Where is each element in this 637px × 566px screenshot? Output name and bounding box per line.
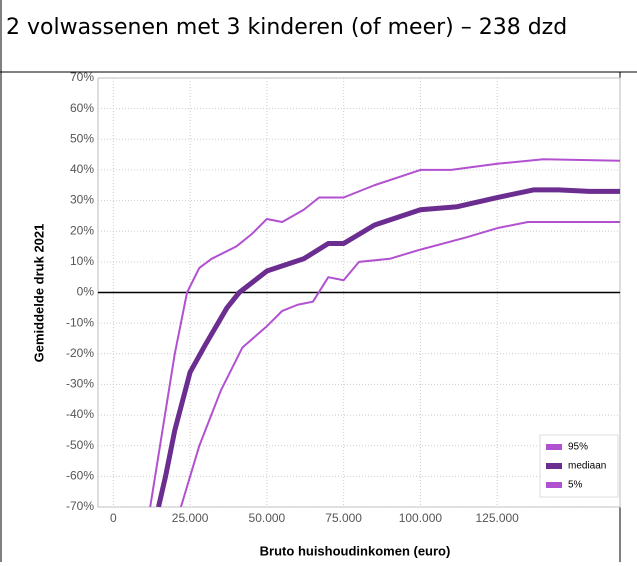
legend-label: 95%: [568, 442, 588, 453]
title-box: 2 volwassenen met 3 kinderen (of meer) –…: [6, 15, 568, 40]
x-axis-title: Bruto huishoudinkomen (euro): [260, 543, 451, 558]
y-tick-label: -70%: [66, 499, 94, 513]
x-tick-label: 25.000: [172, 511, 209, 525]
y-tick-label: 70%: [70, 70, 94, 84]
y-tick-label: -10%: [66, 315, 94, 329]
y-tick-label: 50%: [70, 131, 94, 145]
y-tick-label: 40%: [70, 162, 94, 176]
y-tick-label: -60%: [66, 469, 94, 483]
y-tick-label: -40%: [66, 407, 94, 421]
line: [156, 187, 620, 507]
x-tick-label: 75.000: [325, 511, 362, 525]
y-tick-label: -30%: [66, 377, 94, 391]
x-tick-label: 0: [110, 511, 117, 525]
y-tick-label: -50%: [66, 438, 94, 452]
y-axis-title: Gemiddelde druk 2021: [31, 224, 46, 363]
line: [149, 158, 620, 507]
legend-label: 5%: [568, 480, 583, 491]
y-tick-label: 60%: [70, 101, 94, 115]
y-tick-label: 10%: [70, 254, 94, 268]
y-tick-label: 0%: [77, 285, 95, 299]
y-tick-label: 30%: [70, 193, 94, 207]
line: [179, 221, 620, 507]
legend-label: mediaan: [568, 461, 606, 472]
y-tick-label: 20%: [70, 223, 94, 237]
x-tick-label: 125.000: [475, 511, 519, 525]
x-tick-label: 100.000: [399, 511, 443, 525]
y-tick-label: -20%: [66, 346, 94, 360]
legend-swatch: [546, 463, 562, 469]
legend-swatch: [546, 482, 562, 488]
chart-title: 2 volwassenen met 3 kinderen (of meer) –…: [6, 15, 568, 40]
x-tick-label: 50.000: [249, 511, 286, 525]
legend-swatch: [546, 444, 562, 450]
